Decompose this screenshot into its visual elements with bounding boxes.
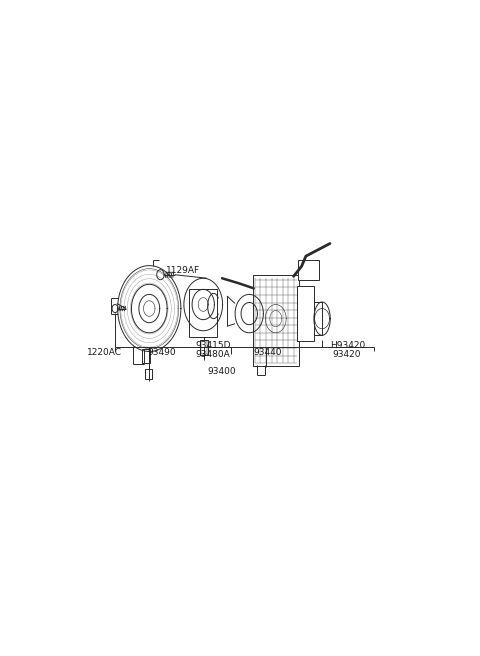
- Bar: [142, 349, 150, 363]
- Text: 93490: 93490: [147, 348, 176, 357]
- Text: 93415D: 93415D: [196, 341, 231, 350]
- Text: 93480A: 93480A: [196, 350, 230, 359]
- Text: 93400: 93400: [207, 367, 236, 376]
- Text: H93420: H93420: [330, 341, 365, 350]
- Text: 1220AC: 1220AC: [87, 348, 122, 357]
- FancyBboxPatch shape: [297, 286, 313, 341]
- Bar: [201, 341, 207, 354]
- Bar: [314, 302, 322, 335]
- Text: 93420: 93420: [333, 350, 361, 359]
- Bar: [145, 369, 152, 379]
- FancyBboxPatch shape: [299, 260, 319, 280]
- Text: 93440: 93440: [253, 348, 282, 357]
- Bar: [189, 289, 217, 337]
- Bar: [200, 340, 208, 355]
- Text: 1129AF: 1129AF: [166, 266, 200, 275]
- FancyBboxPatch shape: [252, 275, 299, 366]
